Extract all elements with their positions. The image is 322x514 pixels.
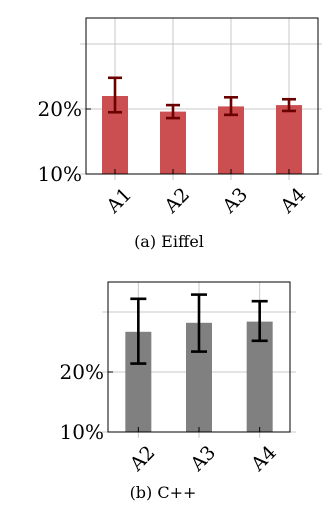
x-tick-label-a3: A3 — [218, 184, 253, 219]
chart-b-caption: (b) C++ — [130, 483, 197, 502]
bar-a3 — [218, 106, 244, 174]
x-tick-label-a1: A1 — [102, 184, 137, 219]
chart-a-caption: (a) Eiffel — [134, 232, 204, 251]
chart-a-marks: 10% 20% A1 A2 A3 A4 — [38, 17, 322, 219]
y-tick-label: 10% — [60, 420, 104, 444]
bar-a2 — [160, 111, 186, 174]
chart-a: 10% 20% A1 A2 A3 A4 (a) Eiffel — [38, 17, 322, 251]
bar-a4 — [276, 105, 302, 174]
axes-frame — [85, 17, 319, 175]
x-tick-label-a2: A2 — [125, 442, 160, 477]
y-tick-label: 10% — [38, 162, 82, 186]
chart-b-marks: 10% 20% A2 A3 A4 — [60, 281, 296, 477]
chart-b: 10% 20% A2 A3 A4 (b) C++ — [60, 281, 296, 502]
x-tick-label-a3: A3 — [186, 442, 221, 477]
x-tick-label-a4: A4 — [276, 184, 311, 219]
x-tick-label-a2: A2 — [160, 184, 195, 219]
y-tick-label: 20% — [38, 97, 82, 121]
y-tick-label: 20% — [60, 360, 104, 384]
x-tick-label-a4: A4 — [246, 442, 281, 477]
